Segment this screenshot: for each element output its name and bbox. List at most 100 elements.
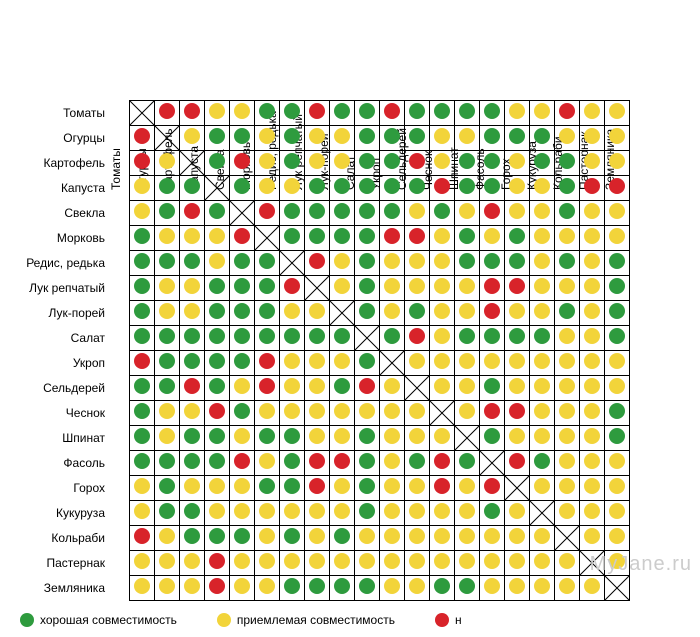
matrix-cell — [405, 201, 430, 226]
compatibility-dot — [609, 178, 625, 194]
compatibility-dot — [184, 128, 200, 144]
compatibility-dot — [259, 278, 275, 294]
compatibility-dot — [309, 328, 325, 344]
matrix-cell — [130, 126, 155, 151]
compatibility-dot — [159, 203, 175, 219]
matrix-cell — [205, 551, 230, 576]
matrix-cell — [330, 151, 355, 176]
compatibility-dot — [184, 253, 200, 269]
row-label: Кукуруза — [10, 506, 109, 520]
compatibility-dot — [409, 253, 425, 269]
compatibility-dot — [434, 353, 450, 369]
matrix-cell — [355, 401, 380, 426]
compatibility-dot — [509, 378, 525, 394]
matrix-cell — [305, 326, 330, 351]
compatibility-dot — [409, 303, 425, 319]
matrix-cell — [455, 451, 480, 476]
compatibility-dot — [384, 178, 400, 194]
compatibility-dot — [459, 128, 475, 144]
compatibility-dot — [459, 303, 475, 319]
matrix-cell — [530, 101, 555, 126]
matrix-cell — [505, 476, 530, 501]
matrix-cell — [280, 126, 305, 151]
matrix-cell — [180, 101, 205, 126]
matrix-cell — [480, 451, 505, 476]
matrix-cell — [430, 501, 455, 526]
compatibility-dot — [584, 478, 600, 494]
compatibility-dot — [309, 303, 325, 319]
matrix-cell — [305, 426, 330, 451]
matrix-cell — [205, 526, 230, 551]
compatibility-dot — [159, 478, 175, 494]
matrix-cell — [330, 176, 355, 201]
matrix-cell — [455, 526, 480, 551]
matrix-cell — [230, 276, 255, 301]
watermark: MyJane.ru — [590, 553, 692, 576]
matrix-cell — [130, 101, 155, 126]
matrix-cell — [230, 101, 255, 126]
compatibility-dot — [409, 203, 425, 219]
matrix-cell — [480, 251, 505, 276]
compatibility-dot — [134, 528, 150, 544]
matrix-cell — [305, 501, 330, 526]
matrix-cell — [530, 451, 555, 476]
matrix-cell — [280, 501, 305, 526]
matrix-cell — [305, 526, 330, 551]
row-label: Морковь — [10, 231, 109, 245]
matrix-cell — [455, 151, 480, 176]
compatibility-dot — [359, 478, 375, 494]
matrix-cell — [180, 401, 205, 426]
matrix-cell — [330, 401, 355, 426]
matrix-cell — [305, 451, 330, 476]
matrix-cell — [230, 526, 255, 551]
compatibility-dot — [134, 403, 150, 419]
compatibility-dot — [609, 453, 625, 469]
compatibility-dot — [184, 553, 200, 569]
compatibility-dot — [534, 328, 550, 344]
matrix-cell — [155, 276, 180, 301]
matrix-cell — [130, 376, 155, 401]
matrix-cell — [305, 576, 330, 601]
compatibility-dot — [259, 103, 275, 119]
compatibility-dot — [259, 253, 275, 269]
matrix-cell — [555, 151, 580, 176]
compatibility-dot — [434, 153, 450, 169]
matrix-cell — [405, 451, 430, 476]
matrix-cell — [280, 476, 305, 501]
compatibility-dot — [259, 578, 275, 594]
compatibility-dot — [434, 328, 450, 344]
compatibility-dot — [234, 328, 250, 344]
matrix-cell — [330, 126, 355, 151]
matrix-cell — [230, 251, 255, 276]
compatibility-dot — [409, 553, 425, 569]
row-label: Томаты — [10, 106, 109, 120]
matrix-cell — [480, 151, 505, 176]
compatibility-dot — [584, 428, 600, 444]
matrix-cell — [530, 126, 555, 151]
matrix-cell — [255, 251, 280, 276]
compatibility-dot — [259, 328, 275, 344]
compatibility-dot — [409, 178, 425, 194]
compatibility-dot — [409, 328, 425, 344]
compatibility-dot — [284, 403, 300, 419]
row-label: Редис, редька — [10, 256, 109, 270]
compatibility-dot — [234, 178, 250, 194]
matrix-cell — [530, 201, 555, 226]
matrix-cell — [580, 176, 605, 201]
compatibility-dot — [559, 303, 575, 319]
matrix-cell — [580, 101, 605, 126]
matrix-cell — [430, 576, 455, 601]
compatibility-dot — [334, 178, 350, 194]
compatibility-dot — [559, 353, 575, 369]
matrix-cell — [480, 526, 505, 551]
compatibility-dot — [234, 103, 250, 119]
compatibility-dot — [209, 403, 225, 419]
matrix-cell — [305, 151, 330, 176]
matrix-cell — [255, 301, 280, 326]
matrix-cell — [130, 251, 155, 276]
matrix-cell — [505, 126, 530, 151]
compatibility-dot — [334, 103, 350, 119]
matrix-cell — [305, 201, 330, 226]
matrix-cell — [280, 101, 305, 126]
matrix-cell — [555, 526, 580, 551]
